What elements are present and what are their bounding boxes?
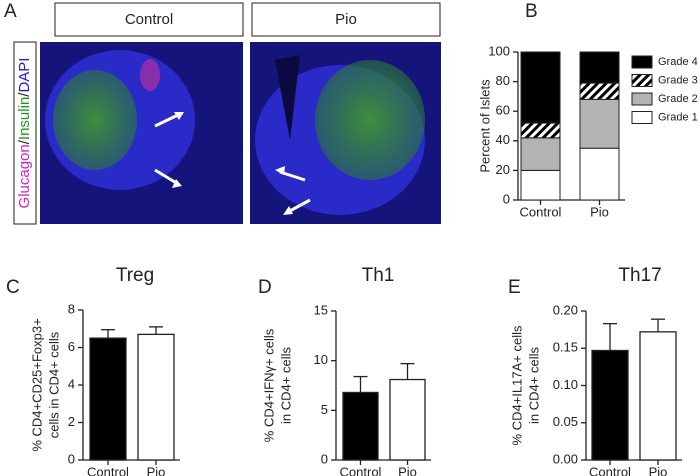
y-tick-label: 0.20 bbox=[553, 302, 578, 317]
y-tick-label: 60 bbox=[496, 103, 510, 118]
y-tick-label: 2 bbox=[68, 414, 75, 429]
chart-title: Th1 bbox=[362, 265, 395, 286]
legend-swatch bbox=[631, 55, 653, 69]
bar-segment bbox=[520, 122, 561, 139]
x-tick-label: Control bbox=[340, 464, 382, 476]
legend-swatch bbox=[631, 111, 653, 124]
stain: Glucagon bbox=[16, 144, 33, 208]
legend-label: Grade 3 bbox=[658, 74, 698, 86]
bar bbox=[137, 333, 175, 461]
x-tick-label: Pio bbox=[398, 464, 417, 476]
y-tick-label: 0 bbox=[321, 451, 328, 466]
x-tick-label: Pio bbox=[590, 204, 609, 219]
label-box bbox=[251, 2, 441, 37]
y-tick-label: 0.15 bbox=[553, 340, 578, 355]
y-tick-label: 0.00 bbox=[553, 451, 578, 466]
panel-letter: B bbox=[525, 1, 538, 22]
bar-segment bbox=[579, 98, 620, 149]
micrograph bbox=[250, 42, 441, 224]
x-tick-label: Pio bbox=[147, 464, 166, 476]
y-tick-label: 5 bbox=[321, 402, 328, 417]
bar bbox=[389, 378, 426, 461]
chart-title: Treg bbox=[116, 265, 154, 286]
stain-label: Glucagon/Insulin/DAPI bbox=[16, 58, 33, 209]
panel-letter: E bbox=[508, 277, 521, 298]
bar-segment bbox=[579, 82, 620, 100]
stain: DAPI bbox=[16, 58, 33, 93]
bar-segment bbox=[520, 169, 561, 201]
legend-swatch bbox=[631, 92, 653, 106]
y-axis-label: % CD4+CD25+Foxp3+ bbox=[29, 318, 44, 451]
y-axis-label: % CD4+IFNγ+ cells bbox=[261, 328, 276, 442]
y-tick-label: 100 bbox=[488, 43, 510, 58]
y-tick-label: 20 bbox=[496, 162, 510, 177]
stain: Insulin bbox=[16, 97, 33, 140]
legend-label: Grade 1 bbox=[658, 111, 698, 123]
y-tick-label: 0 bbox=[68, 451, 75, 466]
image-label: Control bbox=[125, 11, 173, 28]
image-label: Pio bbox=[335, 11, 357, 28]
panel-letter: A bbox=[4, 1, 17, 22]
x-tick-label: Control bbox=[589, 464, 631, 476]
legend-label: Grade 4 bbox=[658, 56, 698, 68]
y-axis-label: in CD4+ cells bbox=[278, 347, 293, 424]
y-axis-label: in CD4+ cells bbox=[526, 347, 541, 424]
y-tick-label: 0.05 bbox=[553, 414, 578, 429]
x-tick-label: Pio bbox=[649, 464, 668, 476]
legend-label: Grade 2 bbox=[658, 93, 698, 105]
label-box bbox=[54, 2, 244, 37]
panel-letter: C bbox=[6, 277, 20, 298]
x-tick-label: Control bbox=[87, 464, 129, 476]
chart-title: Th17 bbox=[618, 265, 661, 286]
bar bbox=[591, 349, 629, 461]
micrograph bbox=[40, 42, 243, 224]
bar bbox=[342, 391, 379, 461]
y-axis-label: % CD4+IL17A+ cells bbox=[509, 325, 524, 445]
y-axis-label: Percent of Islets bbox=[477, 79, 492, 173]
legend-swatch bbox=[631, 74, 653, 87]
y-tick-label: 0.10 bbox=[553, 377, 578, 392]
bar bbox=[639, 331, 677, 461]
y-tick-label: 80 bbox=[496, 73, 510, 88]
bar-segment bbox=[579, 51, 620, 84]
x-tick-label: Control bbox=[520, 204, 562, 219]
y-axis-label: cells in CD4+ cells bbox=[46, 331, 61, 438]
bar bbox=[89, 337, 127, 461]
stain-box bbox=[13, 41, 37, 225]
panel-letter: D bbox=[258, 277, 272, 298]
y-tick-label: 10 bbox=[314, 352, 328, 367]
bar-segment bbox=[520, 51, 561, 124]
y-tick-label: 40 bbox=[496, 132, 510, 147]
y-tick-label: 4 bbox=[68, 376, 75, 391]
y-tick-label: 0 bbox=[503, 191, 510, 206]
y-tick-label: 15 bbox=[314, 302, 328, 317]
bar-segment bbox=[579, 147, 620, 201]
y-tick-label: 6 bbox=[68, 339, 75, 354]
y-tick-label: 8 bbox=[68, 301, 75, 316]
stain: / bbox=[16, 139, 33, 144]
stain: / bbox=[16, 92, 33, 97]
bar-segment bbox=[520, 137, 561, 171]
